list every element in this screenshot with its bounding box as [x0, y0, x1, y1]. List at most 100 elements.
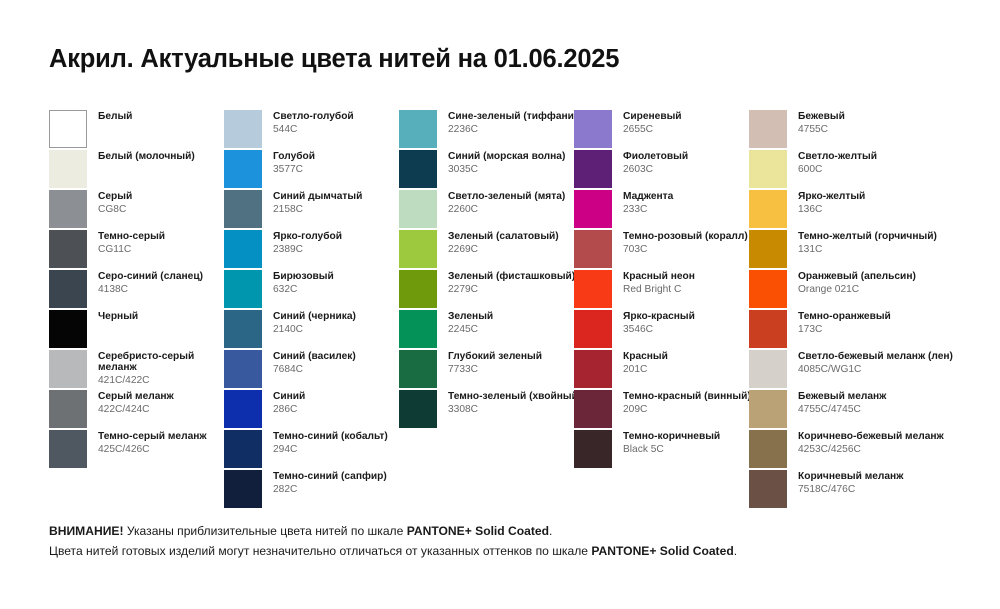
swatch-row[interactable]: Зеленый (салатовый) 2269C — [399, 230, 574, 270]
footer-note: ВНИМАНИЕ! Указаны приблизительные цвета … — [49, 522, 949, 561]
color-swatch[interactable] — [399, 310, 437, 348]
swatch-row[interactable]: Темно-красный (винный) 209C — [574, 390, 751, 430]
swatch-pantone-code: 4755C — [798, 123, 829, 135]
color-swatch[interactable] — [399, 230, 437, 268]
color-swatch[interactable] — [399, 190, 437, 228]
color-swatch[interactable] — [49, 270, 87, 308]
swatch-row[interactable]: Белый (молочный) — [49, 150, 224, 190]
color-swatch[interactable] — [399, 150, 437, 188]
color-swatch[interactable] — [749, 270, 787, 308]
swatch-row[interactable]: Светло-зеленый (мята) 2260C — [399, 190, 574, 230]
swatch-row[interactable]: Темно-серый CG11C — [49, 230, 224, 270]
color-swatch[interactable] — [574, 150, 612, 188]
swatch-row[interactable]: Ярко-красный 3546C — [574, 310, 749, 350]
swatch-pantone-code: 4755C/4745C — [798, 403, 861, 415]
color-swatch[interactable] — [224, 390, 262, 428]
color-swatch[interactable] — [49, 150, 87, 188]
color-swatch[interactable] — [574, 270, 612, 308]
swatch-row[interactable]: Маджента 233C — [574, 190, 749, 230]
swatch-row[interactable]: Глубокий зеленый 7733C — [399, 350, 574, 390]
swatch-row[interactable]: Темно-синий (сапфир) 282C — [224, 470, 399, 510]
swatch-pantone-code: 233C — [623, 203, 648, 215]
color-swatch[interactable] — [49, 230, 87, 268]
color-swatch[interactable] — [49, 390, 87, 428]
color-swatch[interactable] — [49, 190, 87, 228]
swatch-text: Синий (василек) 7684C — [273, 350, 356, 375]
swatch-row[interactable]: Бирюзовый 632C — [224, 270, 399, 310]
swatch-row[interactable]: Оранжевый (апельсин) Orange 021C — [749, 270, 944, 310]
color-swatch[interactable] — [749, 350, 787, 388]
swatch-row[interactable]: Светло-голубой 544C — [224, 110, 399, 150]
swatch-row[interactable]: Красный 201C — [574, 350, 749, 390]
color-swatch[interactable] — [399, 390, 437, 428]
swatch-row[interactable]: Темно-синий (кобальт) 294C — [224, 430, 399, 470]
color-swatch[interactable] — [749, 190, 787, 228]
color-swatch[interactable] — [749, 430, 787, 468]
color-swatch[interactable] — [574, 390, 612, 428]
swatch-row[interactable]: Черный — [49, 310, 224, 350]
color-swatch[interactable] — [224, 110, 262, 148]
color-swatch[interactable] — [749, 150, 787, 188]
swatch-row[interactable]: Коричневый меланж 7518C/476C — [749, 470, 944, 510]
color-swatch[interactable] — [224, 270, 262, 308]
swatch-row[interactable]: Голубой 3577C — [224, 150, 399, 190]
color-swatch[interactable] — [749, 310, 787, 348]
swatch-row[interactable]: Красный неон Red Bright C — [574, 270, 749, 310]
color-swatch[interactable] — [399, 270, 437, 308]
color-swatch[interactable] — [574, 230, 612, 268]
swatch-row[interactable]: Темно-розовый (коралл) 703C — [574, 230, 749, 270]
color-swatch[interactable] — [574, 190, 612, 228]
swatch-row[interactable]: Серо-синий (сланец) 4138C — [49, 270, 224, 310]
swatch-row[interactable]: Темно-коричневый Black 5C — [574, 430, 749, 470]
swatch-row[interactable]: Зеленый (фисташковый) 2279C — [399, 270, 575, 310]
color-swatch[interactable] — [224, 190, 262, 228]
swatch-row[interactable]: Белый — [49, 110, 224, 150]
color-swatch[interactable] — [574, 110, 612, 148]
swatch-row[interactable]: Зеленый 2245C — [399, 310, 574, 350]
swatch-row[interactable]: Светло-бежевый меланж (лен) 4085C/WG1C — [749, 350, 953, 390]
swatch-row[interactable]: Темно-серый меланж 425C/426C — [49, 430, 224, 470]
swatch-row[interactable]: Бежевый меланж 4755C/4745C — [749, 390, 944, 430]
swatch-row[interactable]: Синий (морская волна) 3035C — [399, 150, 574, 190]
color-swatch[interactable] — [224, 230, 262, 268]
color-swatch[interactable] — [749, 230, 787, 268]
color-swatch[interactable] — [399, 350, 437, 388]
swatch-row[interactable]: Сиреневый 2655C — [574, 110, 749, 150]
color-swatch[interactable] — [574, 350, 612, 388]
swatch-row[interactable]: Бежевый 4755C — [749, 110, 944, 150]
color-swatch[interactable] — [224, 150, 262, 188]
color-swatch[interactable] — [224, 430, 262, 468]
swatch-row[interactable]: Синий дымчатый 2158C — [224, 190, 399, 230]
color-swatch[interactable] — [49, 430, 87, 468]
swatch-row[interactable]: Сине-зеленый (тиффани) 2236C — [399, 110, 577, 150]
color-swatch[interactable] — [749, 470, 787, 508]
color-swatch[interactable] — [574, 430, 612, 468]
swatch-text: Светло-зеленый (мята) 2260C — [448, 190, 565, 215]
swatch-row[interactable]: Синий (василек) 7684C — [224, 350, 399, 390]
swatch-row[interactable]: Синий (черника) 2140C — [224, 310, 399, 350]
swatch-row[interactable]: Темно-желтый (горчичный) 131C — [749, 230, 944, 270]
color-swatch[interactable] — [49, 350, 87, 388]
color-swatch[interactable] — [224, 310, 262, 348]
swatch-row[interactable]: Серебристо-серый меланж 421C/422C — [49, 350, 224, 390]
swatch-row[interactable]: Ярко-голубой 2389C — [224, 230, 399, 270]
swatch-row[interactable]: Серый меланж 422C/424C — [49, 390, 224, 430]
color-swatch[interactable] — [749, 390, 787, 428]
swatch-pantone-code: 2245C — [448, 323, 479, 335]
swatch-row[interactable]: Фиолетовый 2603C — [574, 150, 749, 190]
swatch-row[interactable]: Темно-зеленый (хвойный) 3308C — [399, 390, 581, 430]
color-swatch[interactable] — [749, 110, 787, 148]
swatch-row[interactable]: Ярко-желтый 136C — [749, 190, 944, 230]
color-swatch[interactable] — [574, 310, 612, 348]
swatch-row[interactable]: Синий 286C — [224, 390, 399, 430]
color-swatch[interactable] — [49, 310, 87, 348]
color-swatch[interactable] — [49, 110, 87, 148]
color-swatch[interactable] — [224, 350, 262, 388]
swatch-row[interactable]: Коричнево-бежевый меланж 4253C/4256C — [749, 430, 944, 470]
color-swatch[interactable] — [224, 470, 262, 508]
swatch-row[interactable]: Темно-оранжевый 173C — [749, 310, 944, 350]
swatch-pantone-code: 2260C — [448, 203, 479, 215]
swatch-row[interactable]: Светло-желтый 600C — [749, 150, 944, 190]
swatch-row[interactable]: Серый CG8C — [49, 190, 224, 230]
color-swatch[interactable] — [399, 110, 437, 148]
